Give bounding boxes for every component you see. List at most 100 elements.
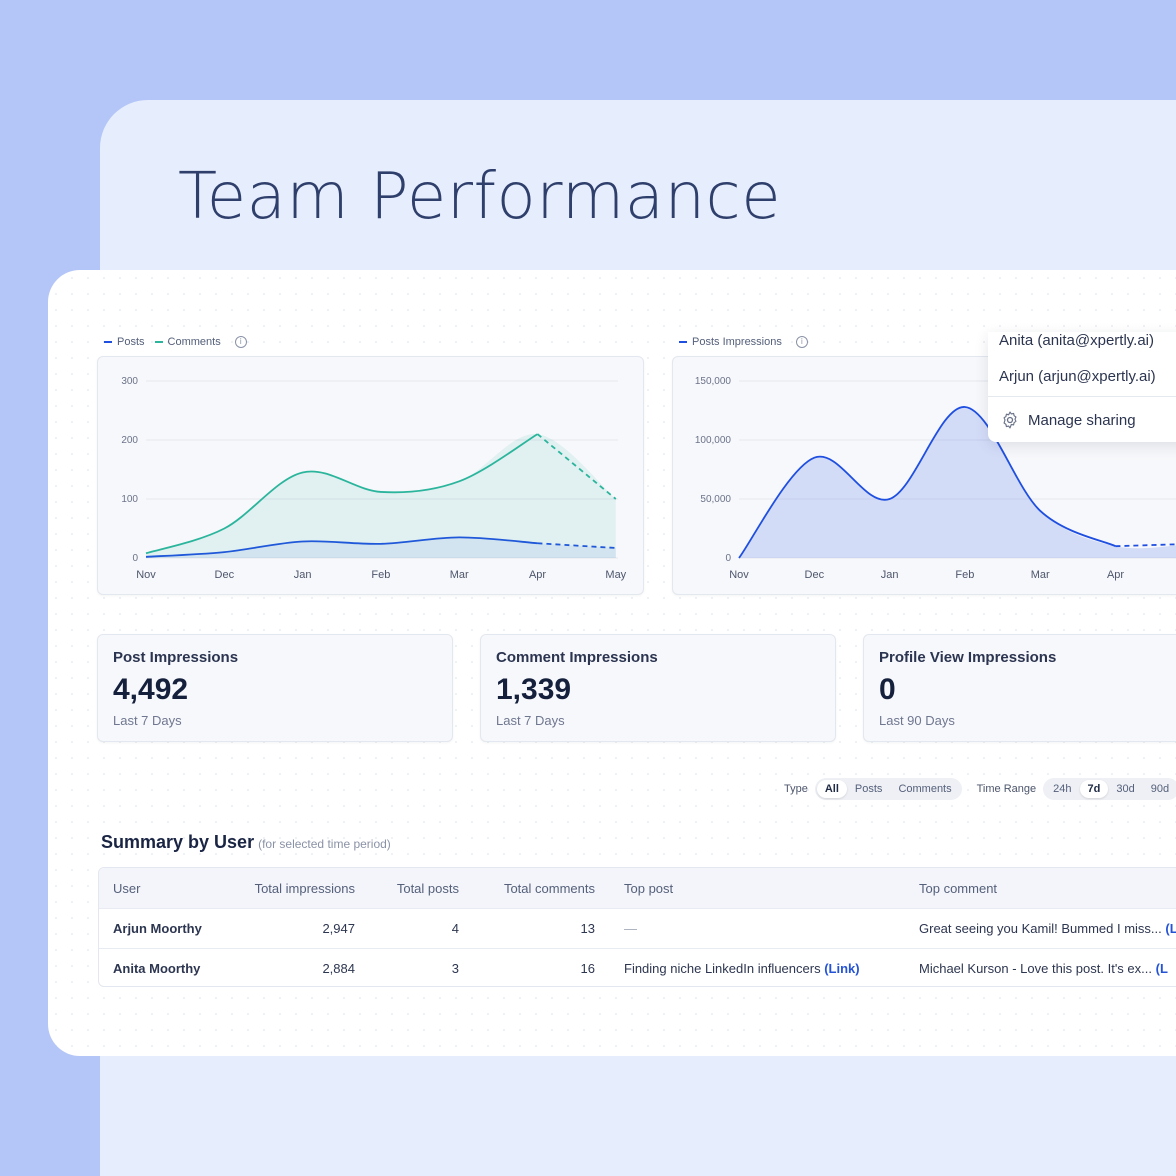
x-tick-label: Jan <box>294 569 312 581</box>
series-line-projected <box>1115 543 1176 548</box>
top-comment-link[interactable]: (L <box>1155 961 1168 976</box>
legend-swatch-posts <box>104 341 112 343</box>
cell-total-posts: 4 <box>451 921 459 936</box>
series-line-projected <box>537 542 616 549</box>
legend-item-posts-impressions[interactable]: Posts Impressions <box>679 336 782 348</box>
legend-swatch-comments <box>154 341 163 343</box>
type-option-posts[interactable]: Posts <box>854 783 883 795</box>
top-comment-text: Great seeing you Kamil! Bummed I miss... <box>919 921 1162 936</box>
stat-period: Last 90 Days <box>879 713 955 728</box>
top-comment-link[interactable]: (L <box>1165 921 1176 936</box>
series-line <box>145 433 538 555</box>
cell-top-post: — <box>624 921 637 936</box>
legend-label-posts: Posts <box>117 336 145 348</box>
top-comment-text: Michael Kurson - Love this post. It's ex… <box>919 961 1152 976</box>
stat-title: Post Impressions <box>113 649 239 666</box>
range-option-30d[interactable]: 30d <box>1116 783 1135 795</box>
column-header-top-comment[interactable]: Top comment <box>919 881 998 896</box>
type-option-comments[interactable]: Comments <box>898 783 952 795</box>
x-tick-label: Feb <box>955 569 974 581</box>
dropdown-item-arjun[interactable]: Arjun (arjun@xpertly.ai) <box>999 368 1156 385</box>
summary-title: Summary by User <box>101 832 255 852</box>
cell-top-comment: Great seeing you Kamil! Bummed I miss...… <box>919 921 1176 936</box>
stat-card-comment-impressions: Comment Impressions 1,339 Last 7 Days <box>480 634 836 742</box>
legend-swatch-posts-impressions <box>679 341 687 343</box>
posts-impressions-chart-svg: 0 50,000 100,000 150,000 Nov Dec Jan Feb Mar Apr <box>695 376 1176 581</box>
type-filter-label: Type <box>784 783 808 795</box>
posts-comments-chart: 0 100 200 300 Nov Dec Jan Feb Mar Apr May <box>97 356 644 595</box>
top-post-text: Finding niche LinkedIn influencers <box>624 961 821 976</box>
column-header-user[interactable]: User <box>113 881 141 896</box>
info-icon[interactable]: i <box>234 336 247 348</box>
x-tick-label: May <box>605 569 626 581</box>
cell-total-impressions: 2,884 <box>322 961 355 976</box>
type-filter: All Posts Comments <box>814 778 962 800</box>
cell-user: Arjun Moorthy <box>113 921 202 936</box>
x-tick-label: Apr <box>1107 569 1124 581</box>
manage-sharing-button[interactable]: Manage sharing <box>1000 410 1136 430</box>
stat-title: Profile View Impressions <box>879 649 1057 666</box>
series-line <box>738 406 1116 559</box>
range-option-90d[interactable]: 90d <box>1150 783 1170 795</box>
y-tick-label: 200 <box>121 435 138 446</box>
summary-subtitle: (for selected time period) <box>258 837 391 851</box>
stat-period: Last 7 Days <box>496 713 565 728</box>
column-header-total-posts[interactable]: Total posts <box>396 881 459 896</box>
column-header-total-comments[interactable]: Total comments <box>503 881 595 896</box>
legend-label-comments: Comments <box>167 336 221 348</box>
chart1-legend: Posts Comments i <box>104 336 247 348</box>
summary-heading: Summary by User (for selected time period… <box>101 832 391 853</box>
y-tick-label: 100 <box>121 494 138 505</box>
table-row[interactable]: Arjun Moorthy 2,947 4 13 — Great seeing … <box>99 908 1176 948</box>
column-header-top-post[interactable]: Top post <box>624 881 674 896</box>
filter-bar: Type All Posts Comments Time Range 24h 7… <box>784 778 1176 800</box>
page-title: Team Performance <box>178 160 782 234</box>
time-range-label: Time Range <box>976 783 1037 795</box>
table-header: User Total impressions Total posts Total… <box>99 868 1176 908</box>
x-tick-label: Feb <box>371 569 390 581</box>
column-header-total-impressions[interactable]: Total impressions <box>254 881 355 896</box>
top-post-link[interactable]: (Link) <box>824 961 860 976</box>
x-tick-label: Mar <box>1031 569 1050 581</box>
legend-label-posts-impressions: Posts Impressions <box>692 336 782 348</box>
series-area <box>146 433 616 558</box>
type-option-all[interactable]: All <box>816 780 847 798</box>
x-tick-label: Apr <box>529 569 546 581</box>
dropdown-divider <box>988 396 1176 397</box>
series-area <box>739 406 1176 558</box>
range-option-24h[interactable]: 24h <box>1053 783 1072 795</box>
gear-icon <box>1003 411 1017 429</box>
y-tick-label: 50,000 <box>700 494 731 505</box>
range-option-7d[interactable]: 7d <box>1079 780 1109 798</box>
cell-total-comments: 16 <box>580 961 595 976</box>
series-line-projected <box>536 433 617 500</box>
stat-card-profile-view-impressions: Profile View Impressions 0 Last 90 Days <box>863 634 1176 742</box>
stat-value: 1,339 <box>496 673 572 706</box>
y-tick-label: 0 <box>132 553 138 564</box>
cell-total-posts: 3 <box>451 961 459 976</box>
stat-period: Last 7 Days <box>113 713 182 728</box>
cell-user: Anita Moorthy <box>113 961 201 976</box>
summary-table: User Total impressions Total posts Total… <box>98 867 1176 987</box>
legend-item-comments[interactable]: Comments <box>154 336 221 348</box>
posts-comments-chart-svg: 0 100 200 300 Nov Dec Jan Feb Mar Apr May <box>121 376 626 581</box>
info-icon[interactable]: i <box>795 336 808 348</box>
dashboard-card: Posts Comments i 0 100 200 300 Nov Dec Jan Feb M… <box>48 270 1176 1056</box>
series-area <box>146 537 616 558</box>
x-tick-label: Mar <box>450 569 469 581</box>
x-tick-label: Jan <box>881 569 899 581</box>
cell-total-impressions: 2,947 <box>322 921 355 936</box>
x-tick-label: Dec <box>805 569 825 581</box>
legend-item-posts[interactable]: Posts <box>104 336 145 348</box>
time-range-filter: 24h 7d 30d 90d <box>1043 778 1176 800</box>
y-tick-label: 100,000 <box>695 435 732 446</box>
table-row[interactable]: Anita Moorthy 2,884 3 16 Finding niche L… <box>99 948 1176 986</box>
y-tick-label: 300 <box>121 376 138 387</box>
y-tick-label: 0 <box>725 553 731 564</box>
dropdown-item-anita[interactable]: Anita (anita@xpertly.ai) <box>999 332 1155 349</box>
stat-title: Comment Impressions <box>496 649 658 666</box>
manage-sharing-label: Manage sharing <box>1028 411 1136 429</box>
stat-value: 4,492 <box>113 673 189 706</box>
x-tick-label: Nov <box>136 569 156 581</box>
cell-top-comment: Michael Kurson - Love this post. It's ex… <box>919 961 1168 976</box>
